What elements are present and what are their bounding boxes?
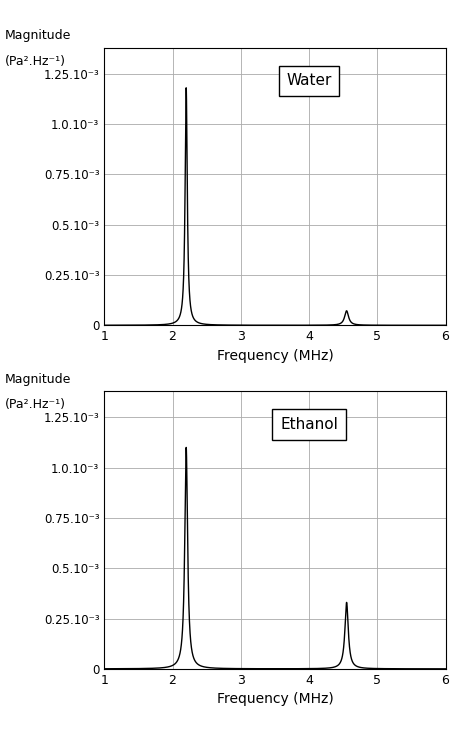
Text: Water: Water — [286, 73, 332, 88]
Text: Magnitude: Magnitude — [5, 29, 71, 42]
Text: (Pa².Hz⁻¹): (Pa².Hz⁻¹) — [5, 55, 66, 68]
Text: Ethanol: Ethanol — [280, 417, 338, 432]
X-axis label: Frequency (MHz): Frequency (MHz) — [217, 349, 333, 363]
Text: Magnitude: Magnitude — [5, 373, 71, 386]
Text: (Pa².Hz⁻¹): (Pa².Hz⁻¹) — [5, 398, 66, 412]
X-axis label: Frequency (MHz): Frequency (MHz) — [217, 692, 333, 706]
